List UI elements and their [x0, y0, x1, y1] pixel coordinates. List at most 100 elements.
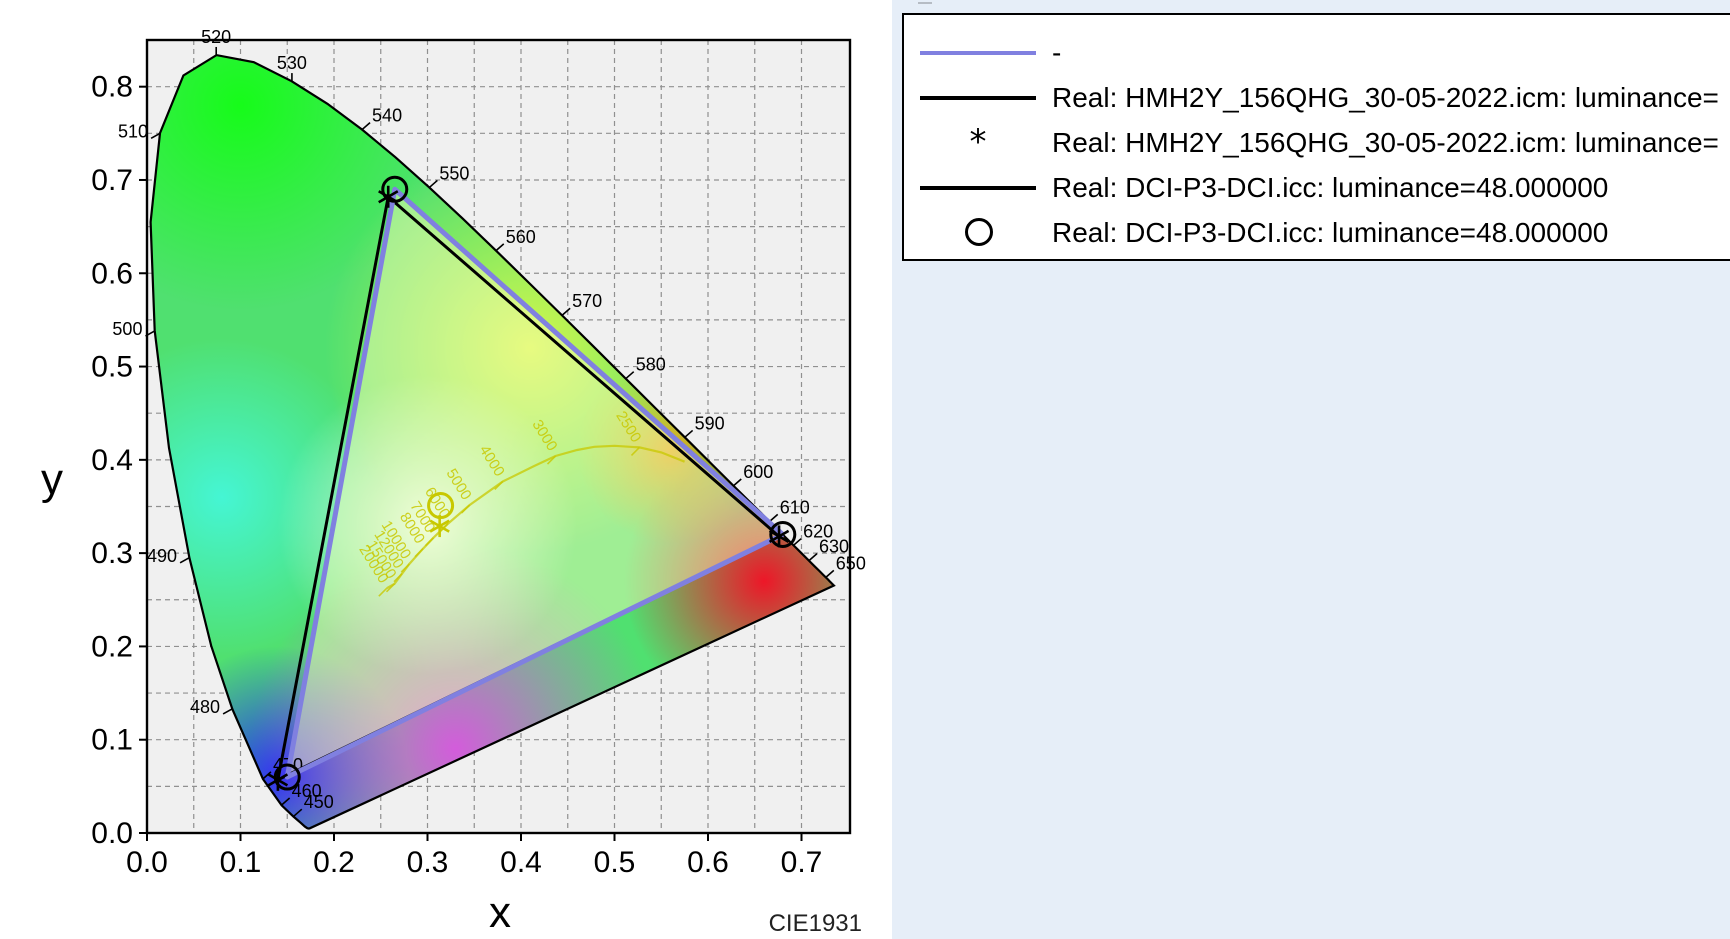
planckian-tick	[461, 504, 471, 514]
wavelength-label: 510	[118, 121, 148, 141]
series-line-reference	[284, 186, 785, 780]
asterisk-icon: *	[969, 122, 987, 162]
wavelength-label: 500	[112, 319, 142, 339]
circle-marker	[273, 763, 301, 791]
circle-icon	[965, 218, 993, 246]
legend-label: Real: HMH2Y_156QHG_30-05-2022.icm: lumin…	[1052, 82, 1719, 113]
planckian-tick	[630, 446, 641, 456]
legend-entry: -	[904, 31, 1730, 75]
legend-entry: Real: DCI-P3-DCI.icc: luminance=48.00000…	[904, 166, 1730, 210]
y-tick-label: 0.0	[91, 817, 133, 850]
y-axis-label: y	[41, 455, 63, 504]
spectral-locus-outline	[149, 53, 836, 830]
planckian-tick	[385, 583, 396, 593]
planckian-tick	[424, 537, 435, 547]
wavelength-label: 590	[695, 413, 725, 433]
y-tick-label: 0.8	[91, 71, 133, 104]
asterisk-marker	[267, 768, 289, 791]
asterisk-stroke	[768, 529, 790, 543]
y-tick-label: 0.6	[91, 257, 133, 290]
y-tick-label: 0.1	[91, 724, 133, 757]
legend-line-sample	[920, 96, 1036, 100]
wavelength-tick	[769, 513, 779, 523]
color-region	[150, 55, 447, 312]
wavelength-tick	[293, 808, 303, 817]
x-tick-label: 0.3	[407, 846, 449, 879]
axes: 0.0 0.1 0.2 0.3 0.4 0.5 0.6 0.7 0.0 0.1 0.2 0.3 0.4 0…	[91, 71, 822, 879]
x-tick-label: 0.6	[687, 846, 729, 879]
wavelength-tick	[281, 797, 291, 806]
legend-swatch	[920, 166, 1036, 210]
wavelength-tick	[222, 708, 233, 715]
wavelength-label: 530	[277, 53, 307, 73]
wavelength-tick	[361, 121, 371, 131]
circle-marker	[769, 520, 797, 548]
wavelength-tick	[625, 371, 635, 380]
x-tick-label: 0.2	[313, 846, 355, 879]
legend-label: -	[1052, 37, 1062, 68]
wavelength-label: 550	[439, 163, 469, 183]
legend-swatch	[920, 76, 1036, 120]
cie-chromaticity-chart: 3000400050006000700080001000012000150002…	[41, 27, 866, 937]
color-region	[277, 375, 578, 675]
planckian-tick	[400, 563, 410, 573]
wavelength-tick	[732, 478, 742, 487]
wavelength-label: 620	[803, 522, 833, 542]
wavelength-label: 450	[304, 792, 334, 812]
chart-legend: - Real: HMH2Y_156QHG_30-05-2022.icm: lumi…	[902, 13, 1730, 261]
wavelength-label: 600	[743, 462, 773, 482]
plot-frame	[145, 38, 852, 835]
y-tick-label: 0.7	[91, 164, 133, 197]
planckian-tick	[414, 548, 424, 558]
data-series	[267, 175, 797, 791]
x-tick-label: 0.4	[500, 846, 542, 879]
wavelength-tick	[808, 552, 818, 562]
wavelength-tick	[561, 307, 571, 316]
planckian-tick	[546, 455, 557, 465]
legend-entry: * Real: HMH2Y_156QHG_30-05-2022.icm: lumi…	[904, 121, 1730, 165]
x-tick-label: 0.1	[220, 846, 262, 879]
legend-line-sample	[920, 186, 1036, 190]
legend-line-sample	[920, 51, 1036, 55]
wavelength-tick	[150, 132, 161, 140]
legend-entry: Real: DCI-P3-DCI.icc: luminance=48.00000…	[904, 211, 1730, 255]
planckian-tick	[494, 480, 504, 491]
wavelength-tick	[792, 538, 802, 547]
wavelength-label: 520	[201, 27, 231, 47]
y-tick-label: 0.4	[91, 444, 133, 477]
wavelength-label: 460	[292, 781, 322, 801]
wavelength-label: 490	[147, 546, 177, 566]
wavelength-tick	[684, 429, 694, 439]
diagram-caption: CIE1931	[769, 910, 862, 937]
x-axis-label: x	[489, 888, 511, 937]
x-tick-label: 0.7	[781, 846, 823, 879]
panel-edge-mark	[918, 2, 932, 4]
legend-swatch	[920, 31, 1036, 75]
circle-marker	[427, 492, 455, 520]
legend-panel: - Real: HMH2Y_156QHG_30-05-2022.icm: lumi…	[892, 0, 1730, 939]
x-tick-label: 0.0	[126, 846, 168, 879]
legend-entry: Real: HMH2Y_156QHG_30-05-2022.icm: lumin…	[904, 76, 1730, 120]
legend-swatch: *	[920, 121, 1036, 165]
gamut-triangle-overlay	[287, 189, 783, 778]
y-tick-label: 0.2	[91, 630, 133, 663]
wavelength-label: 540	[372, 106, 402, 126]
legend-label: Real: DCI-P3-DCI.icc: luminance=48.00000…	[1052, 217, 1609, 248]
wavelength-tick	[495, 243, 505, 252]
wavelength-label: 580	[636, 355, 666, 375]
wavelength-tick	[262, 771, 272, 780]
wavelength-label: 480	[190, 697, 220, 717]
planckian-tick	[393, 573, 403, 583]
chart-panel: 3000 4000 5000 6000 7000 8000 10000 12000 15000 2…	[41, 26, 866, 937]
planckian-tick	[378, 587, 388, 597]
wavelength-tick	[825, 569, 835, 578]
circle-marker	[381, 175, 409, 203]
asterisk-stroke	[429, 519, 450, 533]
wavelength-label: 570	[572, 291, 602, 311]
wavelength-label: 560	[506, 227, 536, 247]
legend-label: Real: DCI-P3-DCI.icc: luminance=48.00000…	[1052, 172, 1609, 203]
wavelength-label: 610	[780, 497, 810, 517]
wavelength-label: 630	[819, 537, 849, 557]
legend-swatch	[920, 211, 1036, 255]
asterisk-stroke	[267, 773, 289, 787]
